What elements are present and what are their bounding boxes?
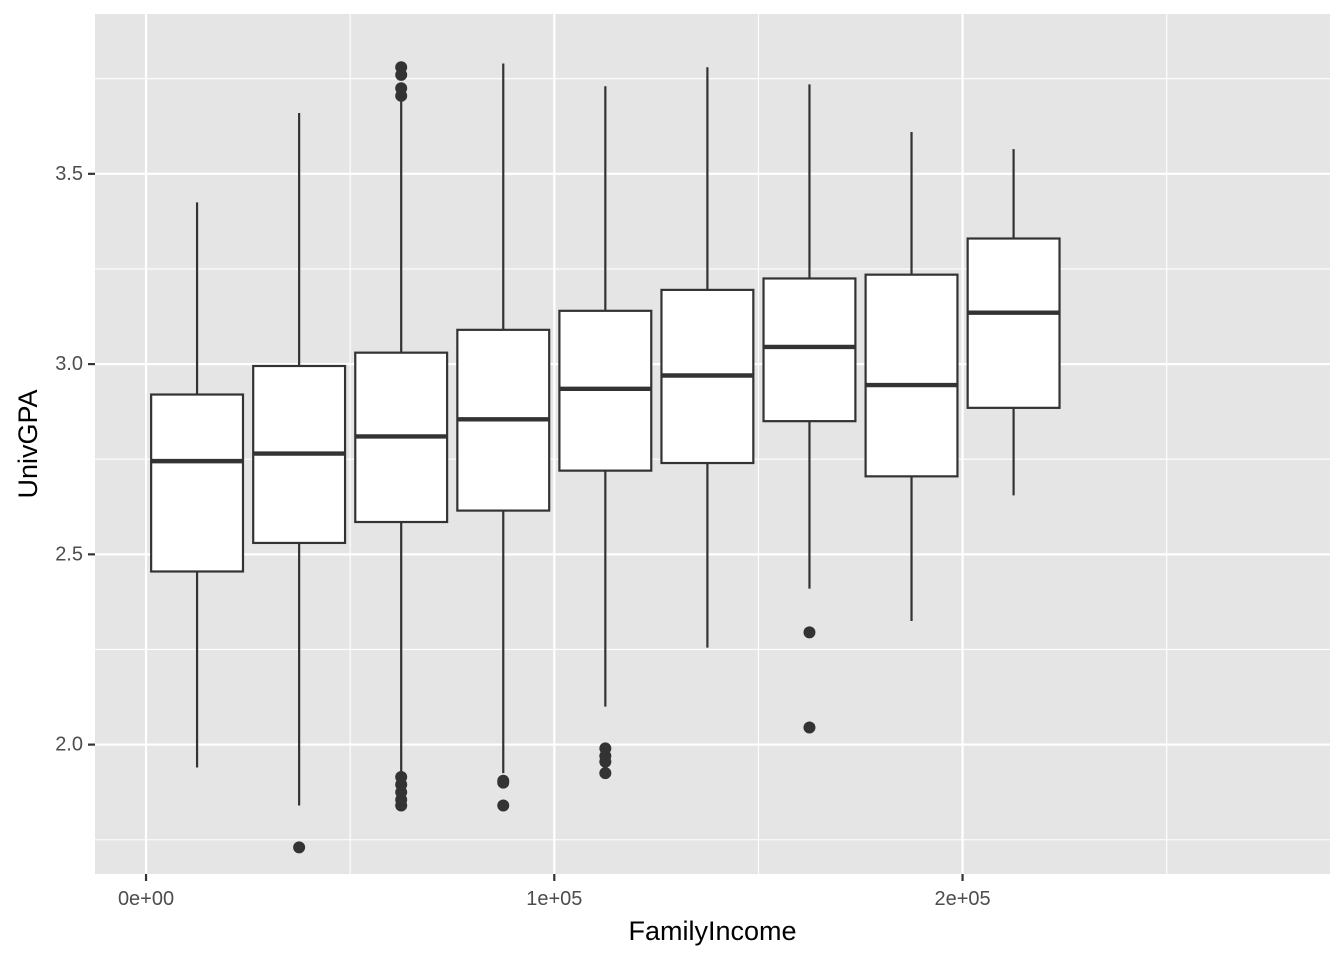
box-group-4 — [456, 63, 551, 812]
boxes-layer — [150, 61, 1061, 854]
outlier-point — [599, 742, 612, 755]
box-group-1 — [150, 202, 245, 768]
outlier-point — [293, 841, 306, 854]
y-tick-label: 2.5 — [55, 543, 83, 565]
box-iqr — [150, 393, 245, 573]
outlier-point — [395, 61, 408, 74]
box-iqr — [864, 273, 959, 478]
x-tick-label: 0e+00 — [118, 888, 174, 910]
x-axis-title: FamilyIncome — [628, 916, 796, 946]
box-iqr — [966, 237, 1061, 409]
outlier-point — [395, 82, 408, 95]
outlier-point — [497, 774, 510, 787]
outlier-point — [599, 767, 612, 780]
y-tick-label: 3.0 — [55, 353, 83, 375]
y-axis-title: UnivGPA — [13, 389, 43, 498]
box-group-9 — [966, 149, 1061, 496]
box-group-7 — [762, 84, 857, 734]
x-tick-label: 1e+05 — [526, 888, 582, 910]
x-tick-label: 2e+05 — [934, 888, 990, 910]
box-group-3 — [354, 61, 449, 812]
y-tick-label: 2.0 — [55, 734, 83, 756]
box-group-6 — [660, 67, 755, 648]
outlier-point — [803, 626, 816, 639]
box-group-5 — [558, 86, 653, 780]
outlier-point — [497, 799, 510, 812]
box-group-2 — [252, 112, 347, 854]
box-iqr — [762, 277, 857, 423]
outlier-point — [395, 770, 408, 783]
x-axis: 0e+00 1e+05 2e+05 — [118, 874, 991, 910]
y-tick-label: 3.5 — [55, 163, 83, 185]
y-axis: 2.0 2.5 3.0 3.5 — [55, 163, 95, 756]
outlier-point — [803, 721, 816, 734]
box-group-8 — [864, 131, 959, 621]
